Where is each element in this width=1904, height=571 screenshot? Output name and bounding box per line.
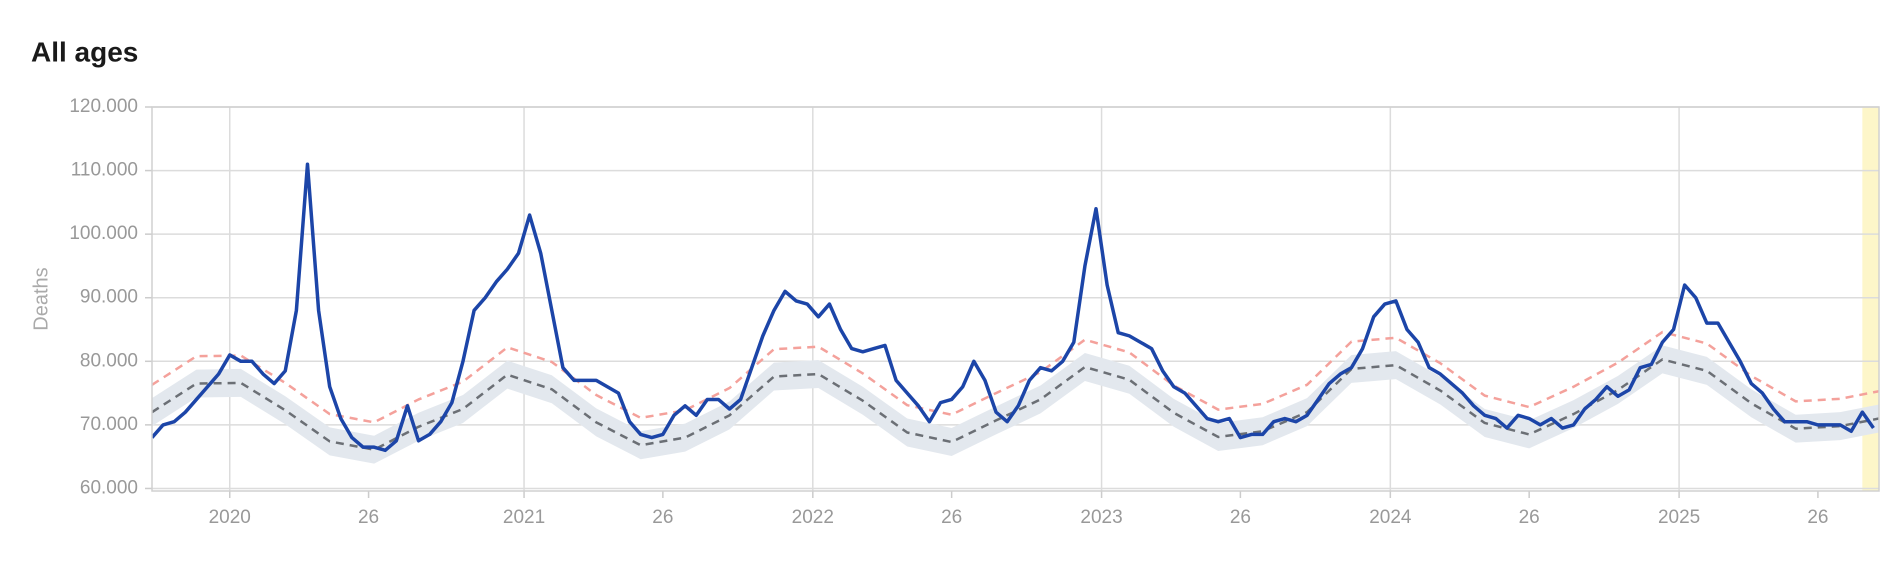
x-tick-label: 2025 [1658, 507, 1700, 528]
y-tick-label: 120.000 [69, 96, 138, 117]
y-tick-label: 90.000 [80, 287, 138, 308]
series-line [152, 330, 1879, 424]
x-tick-label: 26 [652, 507, 673, 528]
x-tick-label: 2021 [503, 507, 545, 528]
expected-range-band [152, 345, 1879, 464]
x-tick-label: 2023 [1080, 507, 1122, 528]
chart-title: All ages [31, 36, 138, 67]
y-tick-label: 80.000 [80, 350, 138, 371]
x-tick-label: 26 [1807, 507, 1828, 528]
y-axis-label: Deaths [30, 267, 52, 330]
y-tick-label: 100.000 [69, 223, 138, 244]
series-line [152, 162, 1875, 453]
series-line [152, 358, 1879, 451]
x-tick-label: 26 [1519, 507, 1540, 528]
y-tick-label: 60.000 [80, 477, 138, 498]
x-tick-label: 2024 [1369, 507, 1412, 528]
y-tick-label: 110.000 [71, 160, 138, 181]
x-tick-label: 26 [941, 507, 962, 528]
highlight-region [1862, 107, 1879, 491]
x-tick-label: 2022 [792, 507, 834, 528]
y-tick-label: 70.000 [80, 414, 138, 435]
plot-frame [151, 106, 1880, 492]
x-tick-label: 2020 [209, 507, 251, 528]
x-tick-label: 26 [358, 507, 379, 528]
x-tick-label: 26 [1230, 507, 1251, 528]
